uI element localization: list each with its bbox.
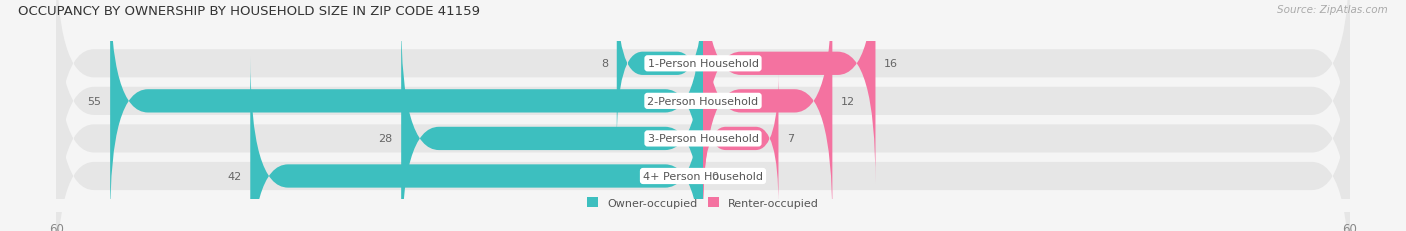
Text: 4+ Person Household: 4+ Person Household [643, 171, 763, 181]
Text: Source: ZipAtlas.com: Source: ZipAtlas.com [1277, 5, 1388, 15]
Text: 1-Person Household: 1-Person Household [648, 59, 758, 69]
FancyBboxPatch shape [401, 19, 703, 231]
FancyBboxPatch shape [56, 22, 1350, 231]
Text: 7: 7 [787, 134, 794, 144]
Text: 16: 16 [884, 59, 898, 69]
FancyBboxPatch shape [56, 0, 1350, 181]
FancyBboxPatch shape [703, 0, 832, 221]
Text: 3-Person Household: 3-Person Household [648, 134, 758, 144]
Text: 42: 42 [228, 171, 242, 181]
Text: 8: 8 [600, 59, 609, 69]
Text: 12: 12 [841, 96, 855, 106]
Legend: Owner-occupied, Renter-occupied: Owner-occupied, Renter-occupied [582, 193, 824, 212]
FancyBboxPatch shape [250, 57, 703, 231]
FancyBboxPatch shape [617, 0, 703, 142]
FancyBboxPatch shape [110, 0, 703, 221]
FancyBboxPatch shape [703, 0, 876, 183]
Text: 55: 55 [87, 96, 101, 106]
Text: OCCUPANCY BY OWNERSHIP BY HOUSEHOLD SIZE IN ZIP CODE 41159: OCCUPANCY BY OWNERSHIP BY HOUSEHOLD SIZE… [18, 5, 481, 18]
FancyBboxPatch shape [56, 0, 1350, 218]
Text: 28: 28 [378, 134, 392, 144]
Text: 0: 0 [711, 171, 718, 181]
FancyBboxPatch shape [56, 59, 1350, 231]
FancyBboxPatch shape [703, 72, 779, 206]
Text: 2-Person Household: 2-Person Household [647, 96, 759, 106]
